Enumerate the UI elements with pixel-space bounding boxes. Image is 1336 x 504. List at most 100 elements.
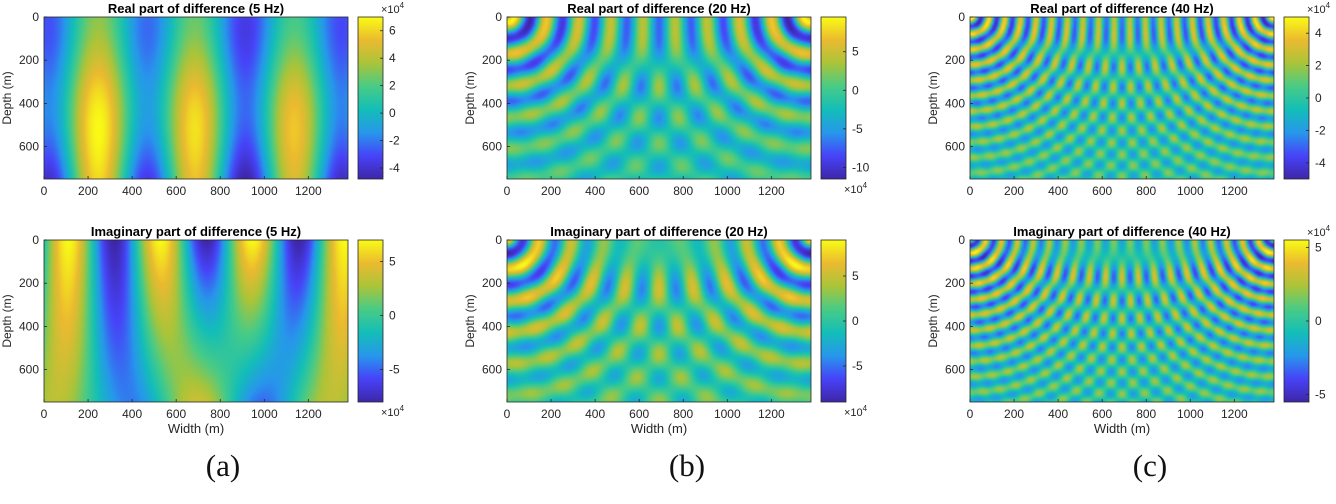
colorbar-tick-label: 5 [852,45,859,59]
colorbar-tick-label: -2 [389,134,400,148]
y-tick-label: 200 [19,276,39,290]
colorbar-tick-label: -5 [852,359,863,373]
x-tick-label: 200 [541,407,561,421]
x-tick-label: 1200 [295,407,322,421]
y-tick-label: 600 [482,363,502,377]
colorbar [1283,16,1310,180]
colorbar-tick-label: 0 [1315,314,1322,328]
colorbar-tick-label: -2 [1315,123,1326,137]
x-axis-label: Width (m) [1094,421,1150,436]
y-tick-label: 600 [482,140,502,154]
colorbar-tick-label: 0 [389,106,396,120]
x-tick-label: 1000 [251,407,278,421]
y-tick-label: 400 [482,96,502,110]
colorbar-tick-label: -5 [852,122,863,136]
x-tick-label: 1200 [1221,184,1248,198]
y-tick-label: 400 [945,319,965,333]
heatmap-panel-2 [506,16,847,180]
colorbar-exponent-label: ×104 [381,404,405,419]
x-tick-label: 0 [967,184,974,198]
colorbar-tick-label: -5 [1315,388,1326,402]
x-tick-label: 0 [41,184,48,198]
x-tick-label: 600 [1092,407,1112,421]
x-tick-label: 600 [166,184,186,198]
chart-title: Imaginary part of difference (40 Hz) [1013,224,1230,239]
x-tick-label: 600 [629,184,649,198]
y-tick-label: 600 [19,140,39,154]
colorbar-tick-label: 4 [1315,26,1322,40]
caption-c: (c) [1132,448,1168,483]
y-axis-label: Depth (m) [463,294,477,347]
x-tick-label: 1200 [758,184,785,198]
y-tick-label: 400 [482,319,502,333]
y-tick-label: 600 [19,363,39,377]
y-tick-label: 0 [32,10,39,24]
x-tick-label: 800 [1136,407,1156,421]
chart-title: Real part of difference (40 Hz) [1030,1,1214,16]
x-tick-label: 0 [504,184,511,198]
colorbar-tick-label: -5 [389,363,400,377]
colorbar-tick-label: 0 [852,83,859,97]
chart-title: Real part of difference (20 Hz) [567,1,751,16]
y-tick-label: 400 [945,96,965,110]
colorbar-exponent-label: ×104 [844,404,868,419]
x-tick-label: 400 [122,407,142,421]
heatmap-panel-1 [43,16,384,180]
heatmap-panel-6 [969,239,1310,403]
colorbar-exponent-label: ×104 [381,1,405,16]
x-tick-label: 200 [78,184,98,198]
colorbar-tick-label: 0 [852,314,859,328]
x-tick-label: 200 [1004,184,1024,198]
y-tick-label: 400 [19,96,39,110]
heatmap-panel-3 [969,16,1310,180]
x-tick-label: 200 [1004,407,1024,421]
colorbar [357,16,384,180]
y-tick-label: 0 [958,10,965,24]
colorbar-tick-label: -10 [852,160,870,174]
x-tick-label: 1000 [714,184,741,198]
x-tick-label: 400 [585,407,605,421]
x-tick-label: 1000 [1177,184,1204,198]
y-tick-label: 200 [482,276,502,290]
y-axis-label: Depth (m) [0,294,14,347]
x-tick-label: 800 [210,184,230,198]
heatmap-image [44,17,348,179]
x-tick-label: 400 [122,184,142,198]
plot-frame [506,16,812,180]
x-tick-label: 0 [504,407,511,421]
colorbar-tick-label: 2 [389,79,396,93]
x-axis-label: Width (m) [631,421,687,436]
plot-frame [43,239,349,403]
colorbar-tick-label: 2 [1315,59,1322,73]
y-tick-label: 0 [495,10,502,24]
heatmap-panel-4 [43,239,384,403]
colorbar-tick-label: 5 [389,255,396,269]
chart-title: Real part of difference (5 Hz) [108,1,284,16]
y-tick-label: 200 [19,53,39,67]
colorbar [357,239,384,403]
caption-a: (a) [205,448,241,483]
x-tick-label: 800 [673,184,693,198]
y-tick-label: 0 [495,233,502,247]
colorbar [820,239,847,403]
chart-title: Imaginary part of difference (20 Hz) [550,224,767,239]
x-tick-label: 800 [673,407,693,421]
heatmap-image [507,240,811,402]
colorbar-tick-label: 4 [389,51,396,65]
colorbar [820,16,847,180]
colorbar-exponent-label: ×104 [1307,1,1331,16]
colorbar-tick-label: 5 [852,269,859,283]
plot-frame [969,16,1275,180]
x-tick-label: 400 [1048,407,1068,421]
heatmap-panel-5 [506,239,847,403]
x-tick-label: 1000 [251,184,278,198]
x-tick-label: 200 [541,184,561,198]
plot-frame [43,16,349,180]
y-tick-label: 0 [958,233,965,247]
plot-frame [506,239,812,403]
y-tick-label: 600 [945,140,965,154]
y-tick-label: 200 [482,53,502,67]
y-axis-label: Depth (m) [926,294,940,347]
y-axis-label: Depth (m) [0,71,14,124]
